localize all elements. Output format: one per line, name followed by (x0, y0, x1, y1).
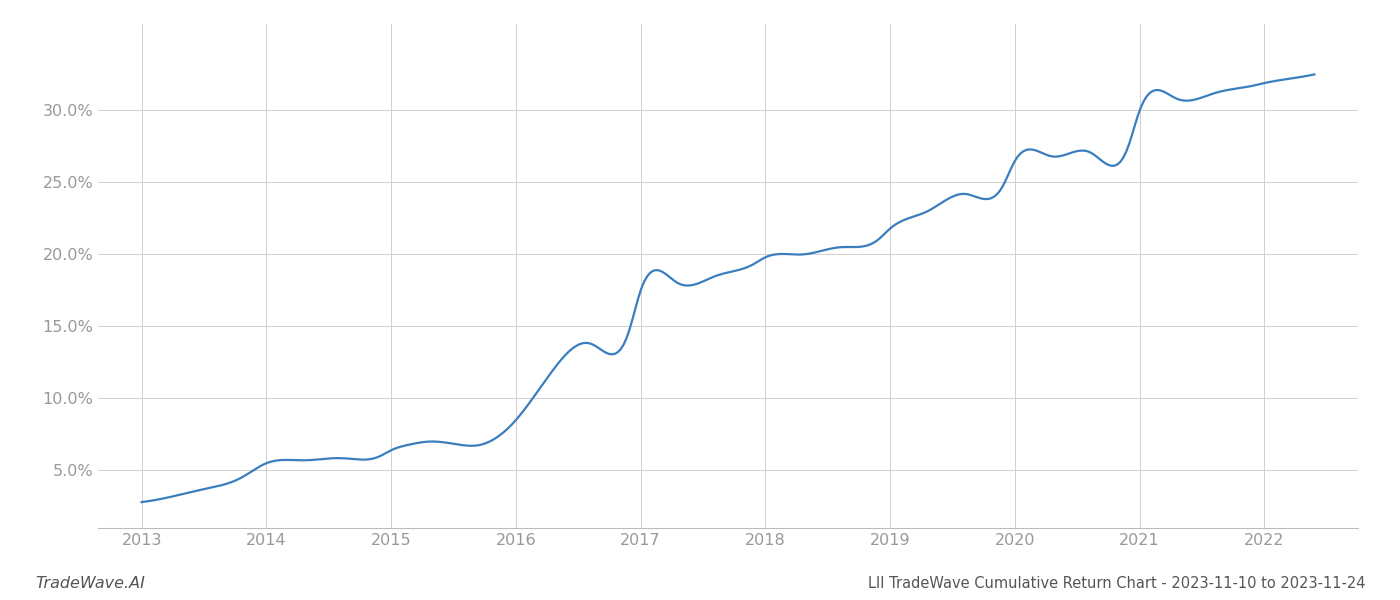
Text: LII TradeWave Cumulative Return Chart - 2023-11-10 to 2023-11-24: LII TradeWave Cumulative Return Chart - … (868, 576, 1365, 591)
Text: TradeWave.AI: TradeWave.AI (35, 576, 144, 591)
